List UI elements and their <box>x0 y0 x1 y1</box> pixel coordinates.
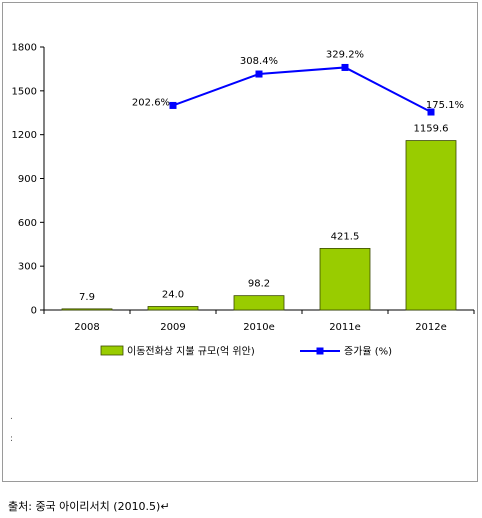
bar-data-label: 421.5 <box>331 231 360 242</box>
growth-point <box>341 63 349 71</box>
growth-point <box>169 101 177 109</box>
x-tick-label: 2011e <box>329 322 361 333</box>
legend-bar-label: 이동전화상 지불 규모(억 위안) <box>127 345 255 358</box>
bar <box>147 306 199 311</box>
bar <box>233 295 285 311</box>
marker-dot: . <box>10 412 13 422</box>
bar-data-label: 7.9 <box>79 292 95 303</box>
growth-data-label: 202.6% <box>132 97 170 108</box>
x-tick-label: 2012e <box>415 322 447 333</box>
growth-point <box>255 70 263 78</box>
y-tick-label: 1500 <box>12 86 37 97</box>
y-tick-label: 300 <box>18 262 37 273</box>
bar-data-label: 24.0 <box>162 289 184 300</box>
bar <box>319 248 371 311</box>
y-tick-label: 1800 <box>12 43 37 54</box>
growth-data-label: 329.2% <box>326 49 364 60</box>
y-tick-label: 600 <box>18 218 37 229</box>
bar-data-label: 1159.6 <box>414 124 449 135</box>
y-tick-label: 900 <box>18 174 37 185</box>
legend-bar-swatch <box>100 345 124 356</box>
legend-line-label: 증가율 (%) <box>344 346 392 358</box>
x-tick-label: 2010e <box>243 322 275 333</box>
x-tick-label: 2008 <box>74 322 99 333</box>
y-tick-label: 0 <box>31 306 37 317</box>
growth-data-label: 308.4% <box>240 56 278 67</box>
bar-data-label: 98.2 <box>248 279 270 290</box>
legend-line-marker <box>316 347 324 355</box>
source-note: 출처: 중국 아이리서치 (2010.5)↵ <box>8 500 170 513</box>
growth-line <box>172 66 432 113</box>
marker-dot: : <box>10 434 14 444</box>
growth-data-label: 175.1% <box>426 100 464 111</box>
growth-point <box>427 108 435 116</box>
bar <box>61 308 113 311</box>
bar <box>405 140 457 311</box>
chart: 0 300 600 900 1200 1500 1800 2008 2009 2010e 2011e… <box>12 43 475 358</box>
x-tick-label: 2009 <box>160 322 185 333</box>
y-tick-label: 1200 <box>12 130 37 141</box>
